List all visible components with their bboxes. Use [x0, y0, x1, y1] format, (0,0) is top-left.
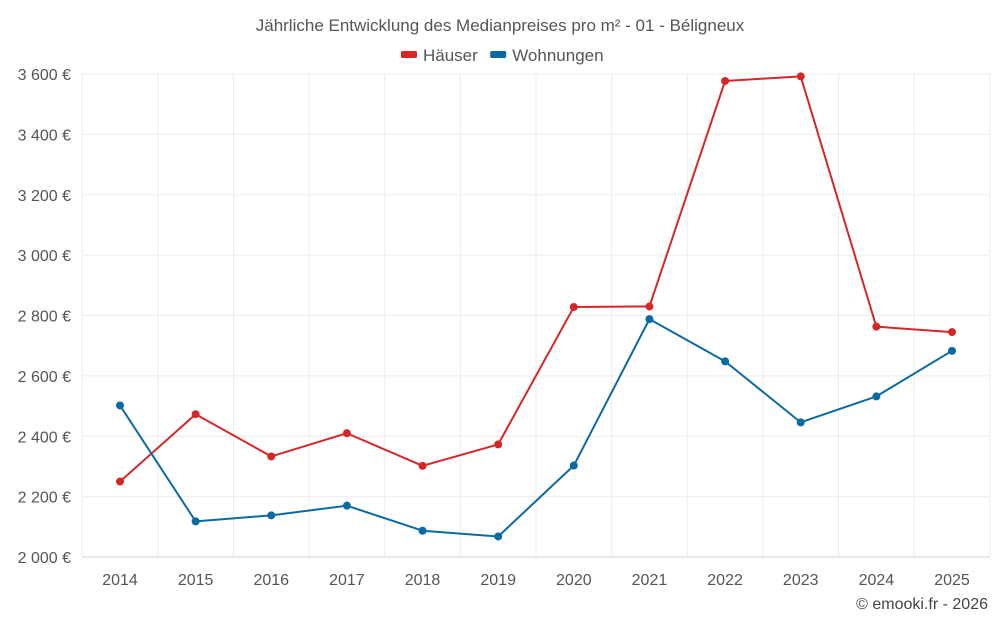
data-point [494, 532, 503, 541]
series-h-user [116, 72, 956, 486]
y-tick-label: 2 200 € [18, 490, 71, 507]
data-point [191, 410, 200, 419]
x-tick-label: 2015 [178, 572, 214, 589]
x-axis: 2014 2015 2016 2017 2018 2019 2020 2021 2022 2023… [102, 572, 970, 589]
x-tick-label: 2025 [934, 572, 970, 589]
series-line [119, 318, 953, 538]
data-point [721, 76, 730, 85]
data-point [191, 517, 200, 526]
chart-title: Jährliche Entwicklung des Medianpreises … [256, 16, 745, 35]
data-point [872, 322, 881, 331]
data-point [267, 511, 276, 520]
x-tick-label: 2022 [707, 572, 743, 589]
y-tick-label: 3 600 € [18, 67, 71, 84]
legend-label: Häuser [423, 46, 478, 65]
y-axis: 2 000 € 2 200 € 2 400 € 2 600 € 2 800 € 3 000… [18, 67, 71, 567]
x-tick-label: 2020 [556, 572, 592, 589]
series-line [119, 75, 953, 483]
y-tick-label: 3 000 € [18, 248, 71, 265]
data-point [342, 429, 351, 438]
y-tick-label: 3 200 € [18, 188, 71, 205]
grid [81, 73, 991, 558]
data-point [569, 461, 578, 470]
data-point [948, 346, 956, 355]
x-tick-label: 2024 [859, 572, 895, 589]
x-tick-label: 2021 [632, 572, 668, 589]
x-tick-label: 2019 [480, 572, 516, 589]
x-tick-label: 2023 [783, 572, 819, 589]
data-point [418, 526, 427, 535]
chart-credit: © emooki.fr - 2026 [856, 596, 988, 613]
legend-swatch [401, 51, 417, 58]
data-point [796, 72, 805, 81]
x-tick-label: 2016 [253, 572, 289, 589]
data-point [872, 392, 881, 401]
legend-item[interactable]: Wohnungen [490, 46, 604, 65]
y-tick-label: 2 800 € [18, 309, 71, 326]
legend-item[interactable]: Häuser [401, 46, 478, 65]
series-wohnungen [116, 315, 956, 541]
y-tick-label: 2 000 € [18, 550, 71, 567]
legend: Häuser Wohnungen [401, 46, 604, 65]
data-point [116, 401, 124, 410]
y-tick-label: 2 400 € [18, 429, 71, 446]
y-tick-label: 3 400 € [18, 127, 71, 144]
legend-swatch [490, 51, 507, 58]
data-point [494, 440, 503, 449]
series-layer [116, 72, 956, 541]
data-point [721, 357, 730, 366]
data-point [116, 477, 124, 486]
legend-label: Wohnungen [512, 46, 603, 65]
data-point [796, 418, 805, 427]
x-tick-label: 2014 [102, 572, 138, 589]
data-point [342, 501, 351, 510]
y-tick-label: 2 600 € [18, 369, 71, 386]
data-point [645, 315, 654, 324]
data-point [569, 303, 578, 312]
data-point [645, 302, 654, 311]
data-point [418, 461, 427, 470]
data-point [948, 328, 956, 337]
x-tick-label: 2018 [405, 572, 441, 589]
x-tick-label: 2017 [329, 572, 365, 589]
data-point [267, 452, 276, 461]
